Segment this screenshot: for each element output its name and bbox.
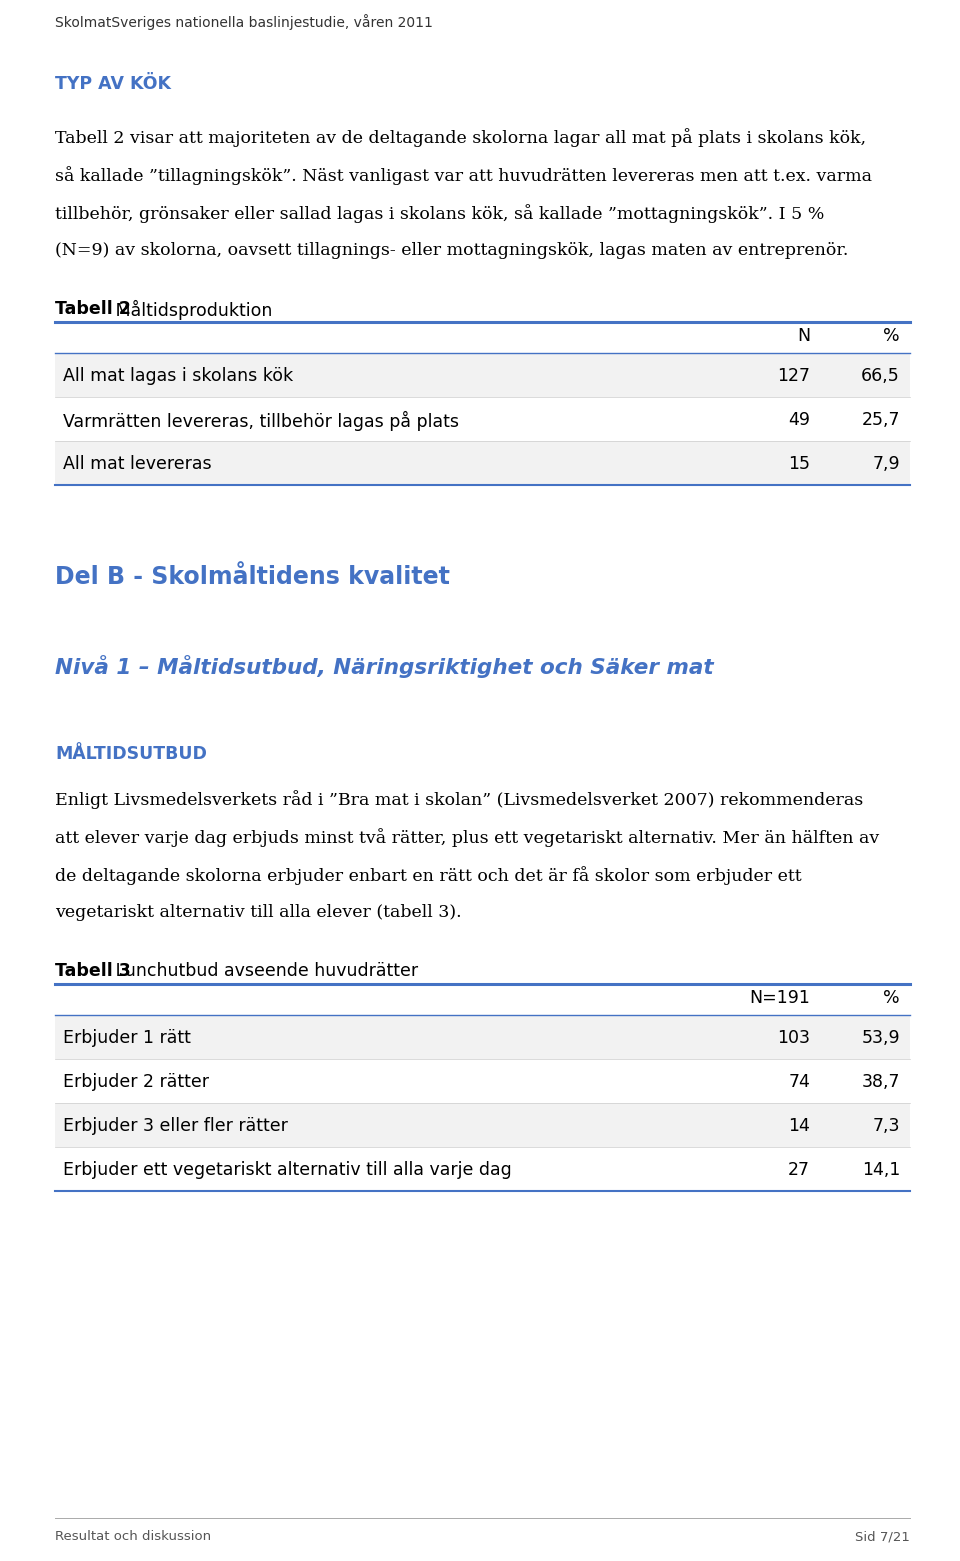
Text: Enligt Livsmedelsverkets råd i ”Bra mat i skolan” (Livsmedelsverket 2007) rekomm: Enligt Livsmedelsverkets råd i ”Bra mat …: [55, 790, 863, 809]
Text: 66,5: 66,5: [861, 367, 900, 386]
Text: Erbjuder 2 rätter: Erbjuder 2 rätter: [63, 1072, 209, 1091]
Bar: [55, 353, 910, 396]
Text: TYP AV KÖK: TYP AV KÖK: [55, 75, 171, 94]
Text: 15: 15: [788, 454, 810, 473]
Text: 103: 103: [777, 1029, 810, 1047]
Text: All mat lagas i skolans kök: All mat lagas i skolans kök: [63, 367, 293, 386]
Text: N=191: N=191: [749, 990, 810, 1007]
Text: vegetariskt alternativ till alla elever (tabell 3).: vegetariskt alternativ till alla elever …: [55, 904, 462, 921]
Text: de deltagande skolorna erbjuder enbart en rätt och det är få skolor som erbjuder: de deltagande skolorna erbjuder enbart e…: [55, 866, 802, 885]
Text: tillbehör, grönsaker eller sallad lagas i skolans kök, så kallade ”mottagningskö: tillbehör, grönsaker eller sallad lagas …: [55, 204, 825, 223]
Text: Lunchutbud avseende huvudrätter: Lunchutbud avseende huvudrätter: [110, 962, 419, 980]
Text: Erbjuder ett vegetariskt alternativ till alla varje dag: Erbjuder ett vegetariskt alternativ till…: [63, 1161, 512, 1179]
Text: 7,9: 7,9: [873, 454, 900, 473]
Text: så kallade ”tillagningskök”. Näst vanligast var att huvudrätten levereras men at: så kallade ”tillagningskök”. Näst vanlig…: [55, 165, 872, 184]
Text: 7,3: 7,3: [873, 1118, 900, 1135]
Text: Varmrätten levereras, tillbehör lagas på plats: Varmrätten levereras, tillbehör lagas på…: [63, 411, 459, 431]
Text: 127: 127: [777, 367, 810, 386]
Text: 74: 74: [788, 1072, 810, 1091]
Text: 53,9: 53,9: [861, 1029, 900, 1047]
Text: 14,1: 14,1: [862, 1161, 900, 1179]
Text: Erbjuder 1 rätt: Erbjuder 1 rätt: [63, 1029, 191, 1047]
Text: Måltidsproduktion: Måltidsproduktion: [110, 300, 273, 320]
Bar: [55, 1104, 910, 1147]
Text: N: N: [797, 326, 810, 345]
Text: Resultat och diskussion: Resultat och diskussion: [55, 1530, 211, 1542]
Text: (N=9) av skolorna, oavsett tillagnings- eller mottagningskök, lagas maten av ent: (N=9) av skolorna, oavsett tillagnings- …: [55, 242, 849, 259]
Text: %: %: [883, 990, 900, 1007]
Text: 38,7: 38,7: [861, 1072, 900, 1091]
Text: All mat levereras: All mat levereras: [63, 454, 211, 473]
Text: SkolmatSveriges nationella baslinjestudie, våren 2011: SkolmatSveriges nationella baslinjestudi…: [55, 14, 433, 30]
Text: att elever varje dag erbjuds minst två rätter, plus ett vegetariskt alternativ. : att elever varje dag erbjuds minst två r…: [55, 827, 879, 848]
Text: Nivå 1 – Måltidsutbud, Näringsriktighet och Säker mat: Nivå 1 – Måltidsutbud, Näringsriktighet …: [55, 656, 713, 677]
Bar: [55, 442, 910, 485]
Text: Del B - Skolmåltidens kvalitet: Del B - Skolmåltidens kvalitet: [55, 565, 450, 588]
Text: 14: 14: [788, 1118, 810, 1135]
Text: Tabell 2 visar att majoriteten av de deltagande skolorna lagar all mat på plats : Tabell 2 visar att majoriteten av de del…: [55, 128, 866, 147]
Text: 25,7: 25,7: [861, 411, 900, 429]
Text: Tabell 3: Tabell 3: [55, 962, 131, 980]
Bar: [55, 1015, 910, 1058]
Text: Erbjuder 3 eller fler rätter: Erbjuder 3 eller fler rätter: [63, 1118, 288, 1135]
Text: %: %: [883, 326, 900, 345]
Text: 27: 27: [788, 1161, 810, 1179]
Text: 49: 49: [788, 411, 810, 429]
Text: Tabell 2: Tabell 2: [55, 300, 131, 318]
Text: MÅLTIDSUTBUD: MÅLTIDSUTBUD: [55, 745, 206, 763]
Text: Sid 7/21: Sid 7/21: [855, 1530, 910, 1542]
